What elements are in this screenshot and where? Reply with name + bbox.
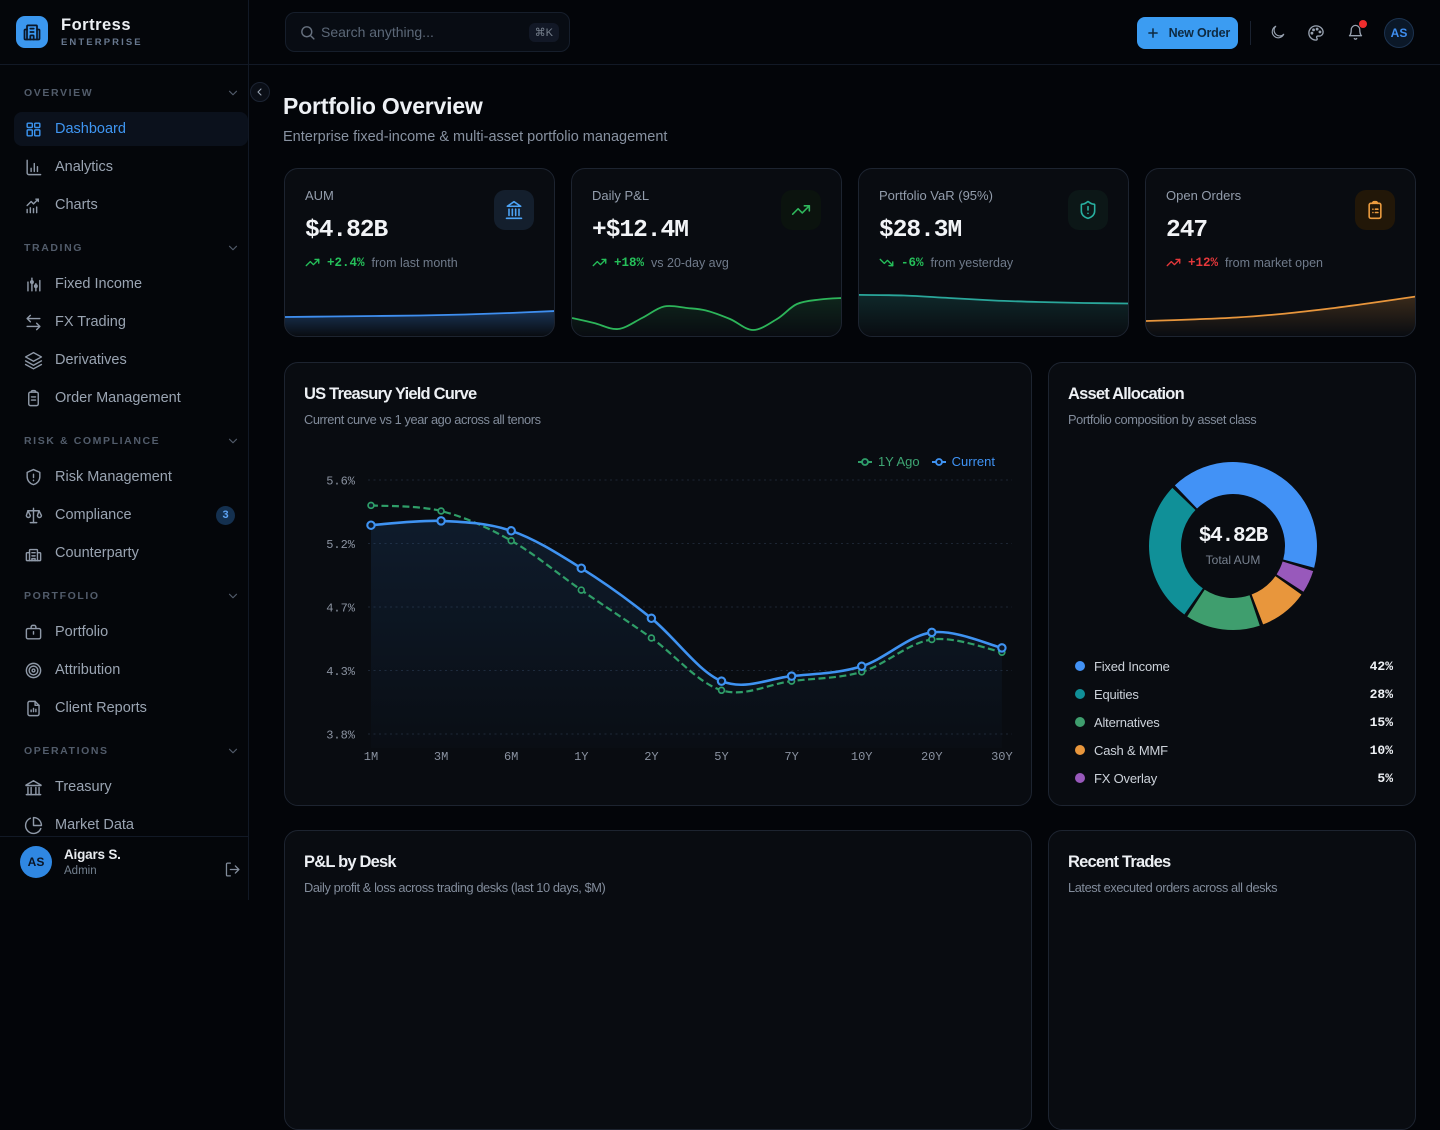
svg-text:4.7%: 4.7% <box>326 602 356 616</box>
svg-text:7Y: 7Y <box>784 750 798 764</box>
svg-text:6M: 6M <box>504 750 518 764</box>
svg-text:5Y: 5Y <box>714 750 728 764</box>
svg-text:3.8%: 3.8% <box>326 729 356 743</box>
svg-text:5.2%: 5.2% <box>326 538 356 552</box>
svg-text:5.6%: 5.6% <box>326 475 356 489</box>
svg-text:2Y: 2Y <box>644 750 658 764</box>
svg-text:3M: 3M <box>434 750 448 764</box>
svg-text:20Y: 20Y <box>921 750 943 764</box>
svg-text:1M: 1M <box>364 750 378 764</box>
svg-text:10Y: 10Y <box>851 750 873 764</box>
svg-text:4.3%: 4.3% <box>326 665 356 679</box>
svg-text:30Y: 30Y <box>991 750 1013 764</box>
svg-text:1Y: 1Y <box>574 750 588 764</box>
